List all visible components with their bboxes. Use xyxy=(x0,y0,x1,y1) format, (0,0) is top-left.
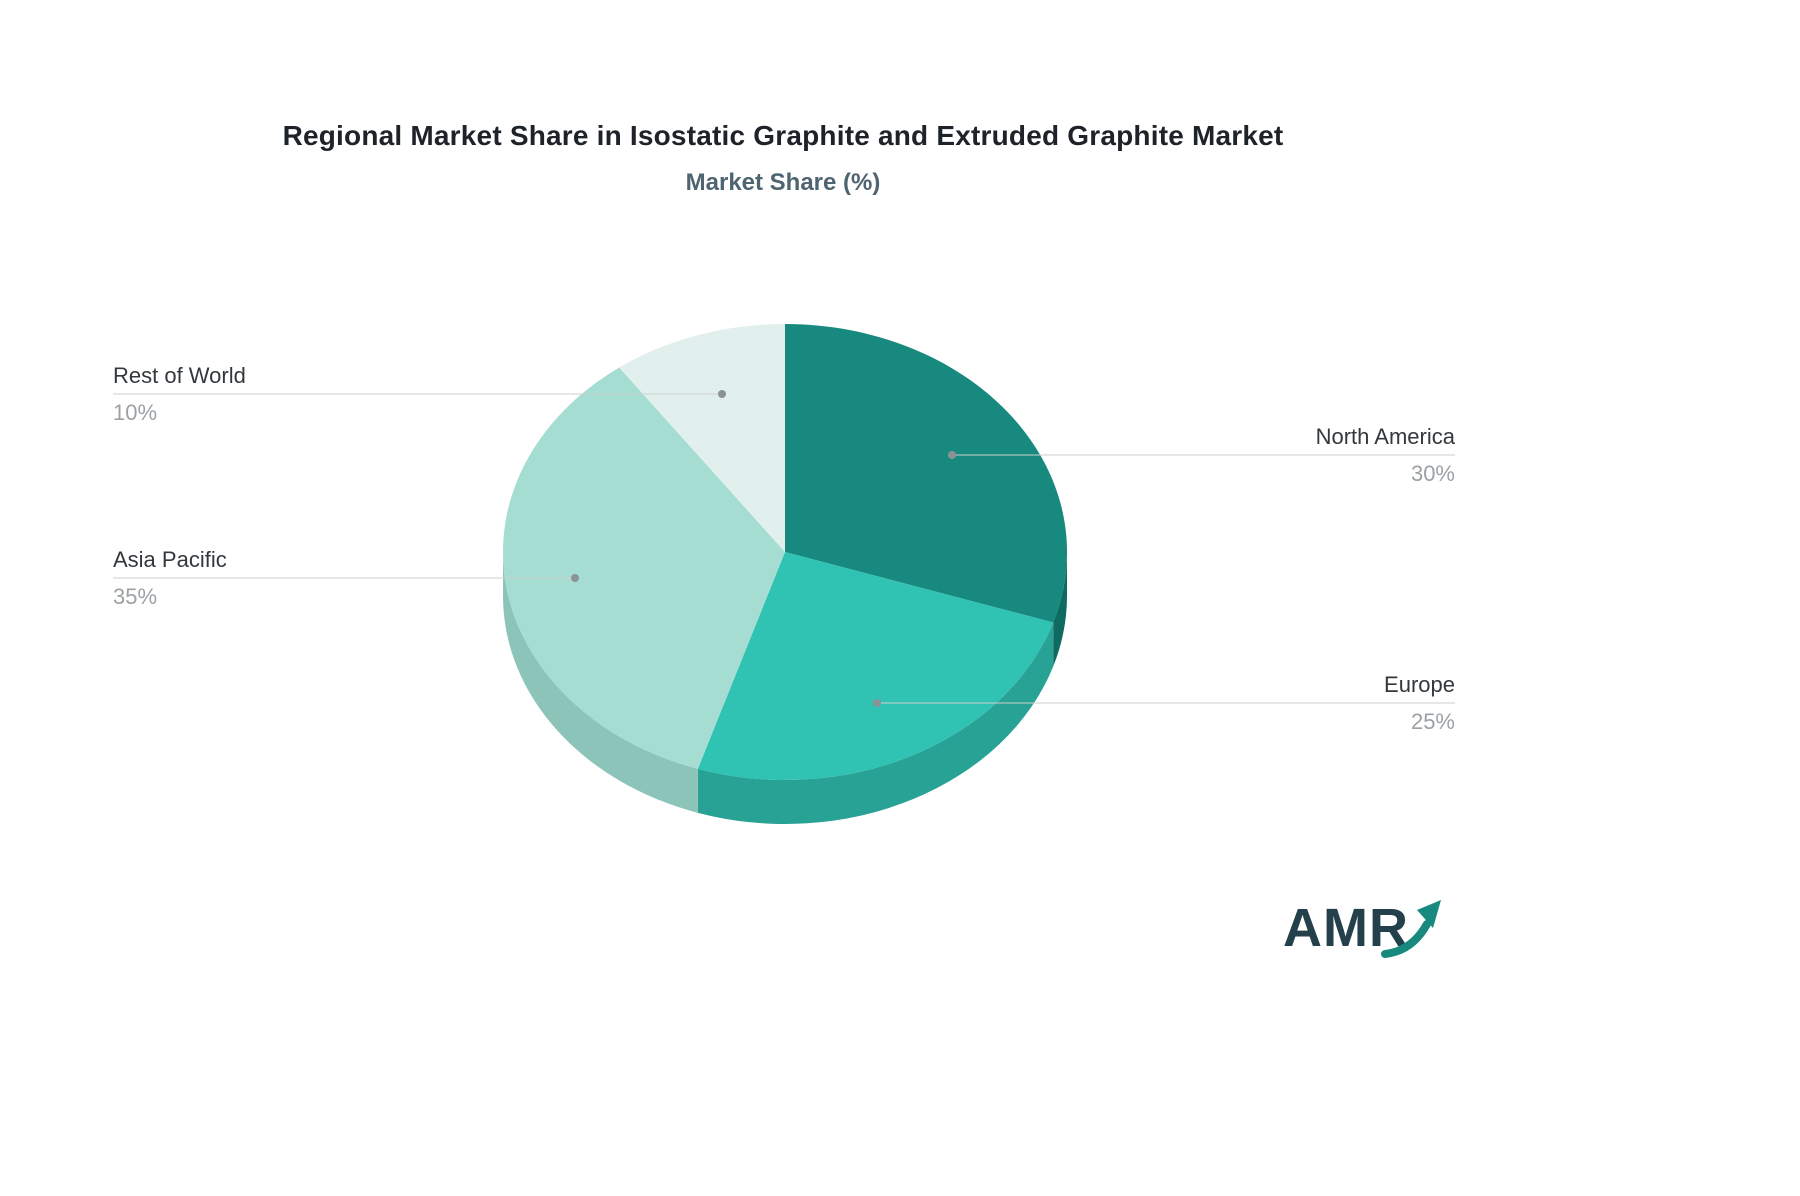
slice-pct-europe: 25% xyxy=(1410,709,1455,734)
amr-logo-arrow-icon xyxy=(1381,900,1441,958)
pie-slice-side-north-america xyxy=(1053,552,1067,667)
leader-dot-asia-pacific xyxy=(571,574,579,582)
chart-title: Regional Market Share in Isostatic Graph… xyxy=(282,120,1284,151)
pie-slice-side-europe xyxy=(697,622,1054,824)
slice-label-europe: Europe xyxy=(1384,672,1455,697)
amr-logo-text: AMR xyxy=(1283,898,1409,958)
pie-slice-europe[interactable] xyxy=(697,552,1054,780)
leader-dot-rest-of-world xyxy=(718,390,726,398)
pie-slice-north-america[interactable] xyxy=(785,324,1068,623)
chart-subtitle: Market Share (%) xyxy=(685,169,881,196)
leader-dot-north-america xyxy=(948,451,956,459)
slice-label-north-america: North America xyxy=(1315,424,1455,449)
slice-label-rest-of-world: Rest of World xyxy=(113,363,246,388)
leader-dot-europe xyxy=(873,699,881,707)
slice-label-asia-pacific: Asia Pacific xyxy=(113,547,227,572)
pie-slice-side-asia-pacific xyxy=(503,552,698,813)
amr-logo: AMR xyxy=(1283,898,1453,968)
slice-pct-asia-pacific: 35% xyxy=(113,584,158,609)
slice-pct-north-america: 30% xyxy=(1410,461,1455,486)
slice-pct-rest-of-world: 10% xyxy=(113,400,158,425)
pie-slice-asia-pacific[interactable] xyxy=(502,367,785,769)
pie-slice-rest-of-world[interactable] xyxy=(619,324,785,552)
